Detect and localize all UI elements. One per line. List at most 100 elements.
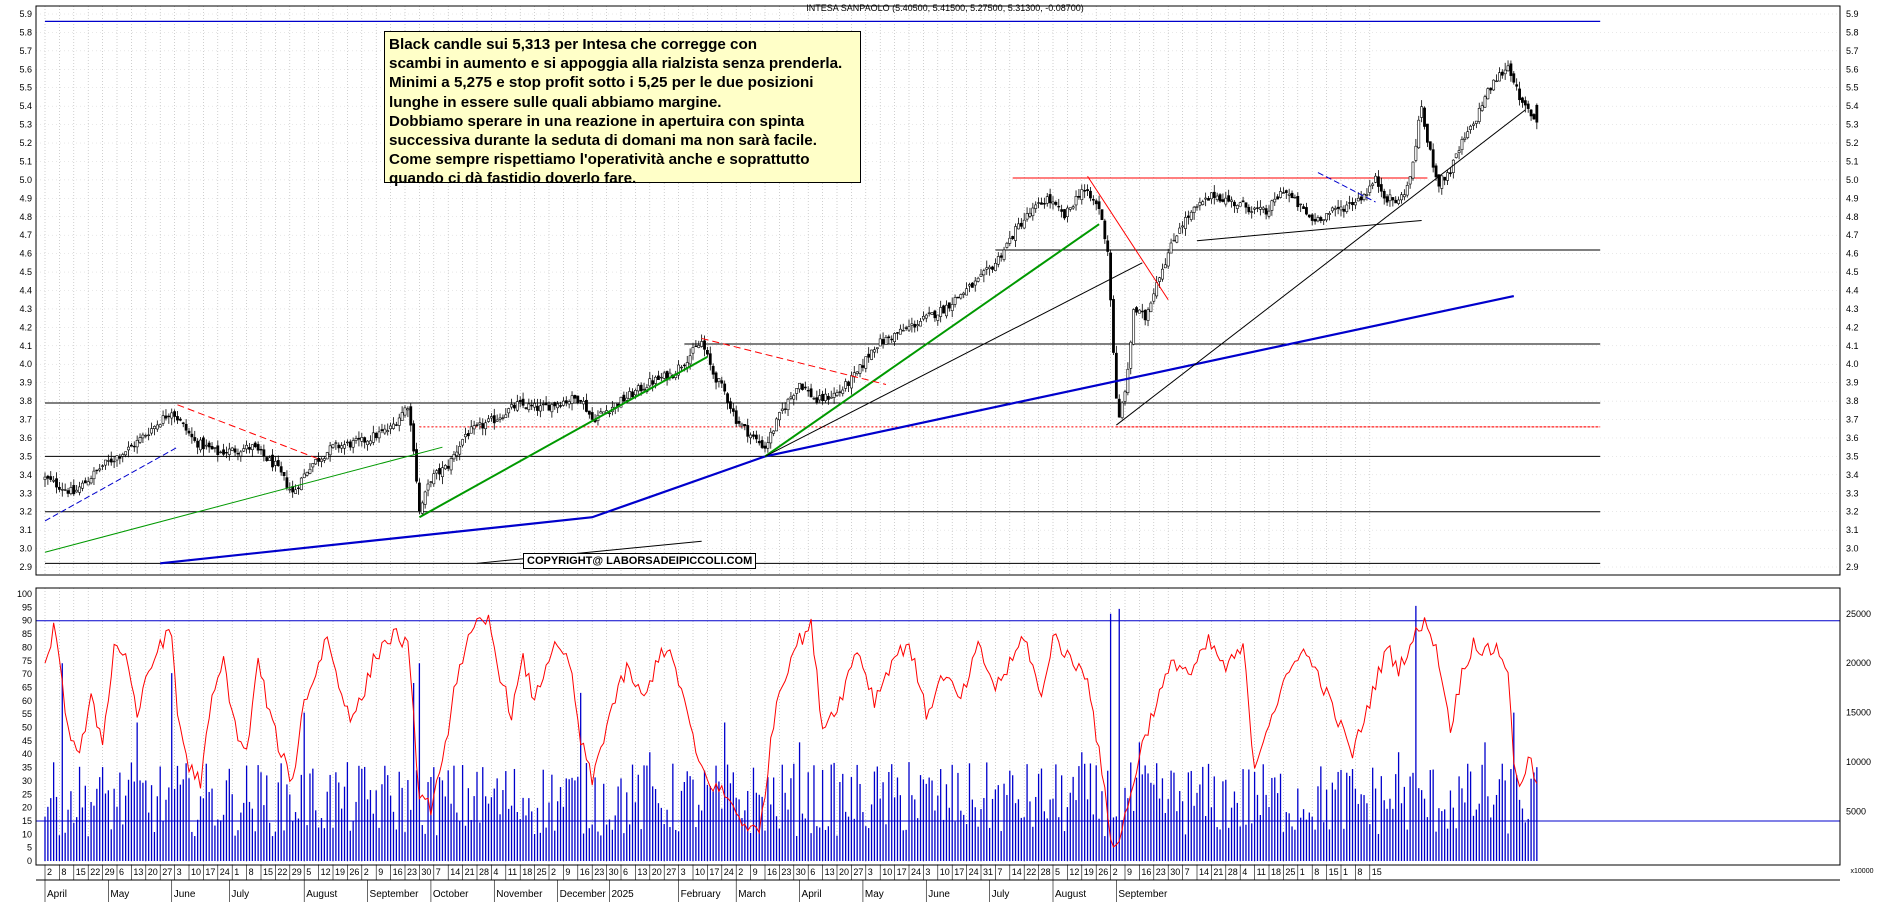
candle-body [1135,307,1138,313]
candle-body [570,395,574,404]
candle-body [135,440,139,448]
candle-body [1204,197,1208,200]
oscillator-line [44,614,1538,848]
candle-body [1080,189,1084,201]
candle-body [1402,194,1406,198]
x-day-label: 7 [1185,867,1190,877]
candle-body [63,489,67,491]
candle-body [1261,207,1265,210]
candle-body [478,422,482,425]
candle-body [1238,202,1242,207]
x-day-label: 20 [652,867,662,877]
candle-body [809,388,813,398]
x-month-label: June [174,889,196,900]
candle-body [1446,172,1449,181]
candle-body [749,434,753,439]
candle-body [1189,211,1193,220]
candle-body [536,405,539,411]
x-day-label: 23 [781,867,791,877]
candle-body [141,434,145,439]
candle-body [397,417,401,426]
price-tick-label-left: 3.8 [19,396,32,406]
candle-body [256,444,260,451]
candle-body [337,444,341,449]
price-tick-label-right: 5.5 [1846,83,1859,93]
trendline [1087,175,1169,300]
price-tick-label-right: 4.4 [1846,286,1859,296]
oscillator-tick-label: 30 [22,776,32,786]
candle-body [305,471,309,476]
x-day-label: 10 [191,867,201,877]
candle-body [320,458,323,462]
price-tick-label-left: 5.6 [19,64,32,74]
price-tick-label-right: 3.4 [1846,470,1859,480]
candle-body [495,419,499,422]
x-day-label: 14 [1012,867,1022,877]
candle-body [1172,239,1176,242]
x-day-label: 30 [1170,867,1180,877]
candle-body [1270,200,1274,211]
candle-body [1175,235,1179,243]
oscillator-tick-label: 85 [22,629,32,639]
note-line: successiva durante la seduta di domani m… [389,132,817,150]
candle-body [210,446,214,450]
x-day-label: 4 [493,867,498,877]
candle-body [1466,131,1470,138]
price-tick-label-right: 5.1 [1846,156,1859,166]
price-tick-label-left: 5.0 [19,175,32,185]
candle-body [412,423,416,452]
candle-body [798,382,801,390]
candle-body [504,414,508,418]
x-day-label: 2 [47,867,52,877]
candle-body [1178,227,1182,234]
candle-body [996,256,1000,265]
x-day-label: 6 [623,867,628,877]
candle-body [608,412,611,415]
candle-body [1031,207,1035,217]
candle-body [360,437,364,442]
candle-body [466,433,470,437]
candle-body [1477,107,1481,122]
price-tick-label-left: 5.3 [19,120,32,130]
candle-body [757,440,761,444]
candle-body [1526,103,1530,109]
candle-body [970,282,974,288]
candle-body [705,350,709,355]
x-day-label: 24 [724,867,734,877]
candle-body [282,472,286,476]
candle-body [1057,205,1061,208]
candle-body [541,403,545,406]
candle-body [875,347,879,350]
price-tick-label-right: 4.9 [1846,193,1859,203]
candle-body [729,401,732,409]
x-day-label: 22 [90,867,100,877]
price-tick-label-right: 2.9 [1846,562,1859,572]
candle-body [1042,203,1046,205]
x-day-label: 22 [277,867,287,877]
candle-body [1474,120,1478,124]
x-day-label: 8 [1314,867,1319,877]
x-day-label: 23 [594,867,604,877]
candle-body [199,439,202,451]
candle-body [524,407,528,409]
candle-body [896,332,899,334]
candle-body [711,365,715,375]
candle-body [153,426,156,430]
candle-body [366,440,369,445]
x-day-label: 30 [421,867,431,877]
candle-body [98,468,102,471]
candle-body [400,412,404,421]
price-tick-label-left: 4.0 [19,359,32,369]
candle-body [1345,204,1349,212]
candle-body [1008,237,1012,244]
candle-body [438,468,441,475]
candle-body [78,486,81,493]
x-day-label: 24 [969,867,979,877]
candle-body [507,408,511,414]
x-day-label: 1 [234,867,239,877]
candle-body [66,490,70,494]
candle-body [907,326,911,331]
price-tick-label-right: 5.4 [1846,101,1859,111]
candle-body [849,375,853,389]
candle-body [302,473,306,478]
